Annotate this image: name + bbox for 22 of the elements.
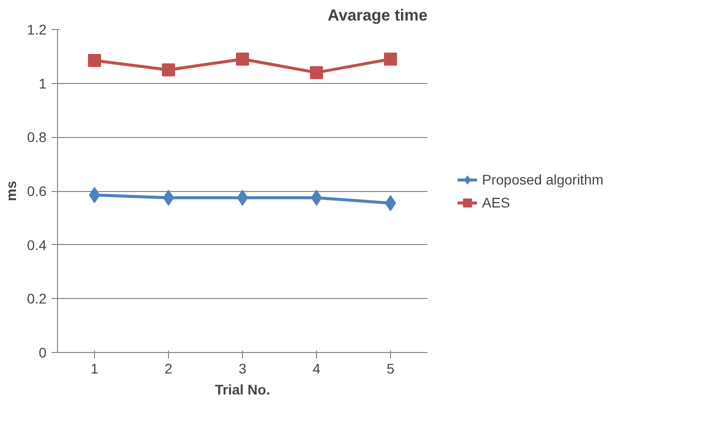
legend-label: AES bbox=[482, 194, 510, 210]
y-tick-label: 0.2 bbox=[27, 290, 47, 307]
point bbox=[384, 52, 397, 66]
x-axis-title: Trial No. bbox=[214, 382, 270, 398]
x-tick-label: 5 bbox=[386, 360, 395, 376]
point bbox=[310, 66, 323, 80]
legend-label: Proposed algorithm bbox=[482, 171, 604, 187]
y-axis-title: ms bbox=[3, 180, 20, 202]
point bbox=[236, 52, 249, 66]
y-tick-label: 1.2 bbox=[27, 22, 47, 38]
point bbox=[162, 63, 175, 76]
chart-title: Avarage time bbox=[328, 8, 428, 24]
y-tick-label: 0.6 bbox=[27, 183, 47, 199]
point bbox=[88, 54, 101, 67]
y-tick-label: 0.4 bbox=[27, 236, 47, 253]
y-tick-label: 1 bbox=[38, 75, 47, 92]
x-tick-label: 4 bbox=[312, 360, 321, 376]
x-tick-label: 3 bbox=[238, 360, 247, 376]
x-tick-label: 2 bbox=[164, 360, 173, 376]
y-tick-label: 0 bbox=[38, 344, 47, 360]
x-tick-label: 1 bbox=[90, 360, 99, 376]
y-tick-label: 0.8 bbox=[27, 129, 47, 146]
